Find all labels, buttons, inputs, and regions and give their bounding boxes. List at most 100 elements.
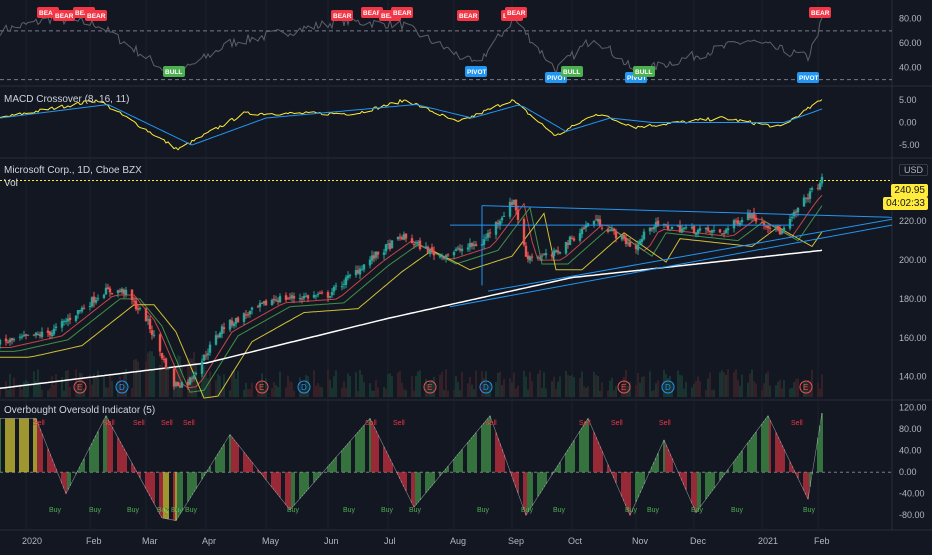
candle-body xyxy=(734,220,738,222)
candle xyxy=(108,286,112,297)
candle-body xyxy=(514,199,518,211)
candle-body xyxy=(488,232,492,234)
volume-bar xyxy=(765,373,767,397)
volume-bar xyxy=(377,387,379,397)
volume-bar xyxy=(551,381,553,397)
x-tick-label: Nov xyxy=(632,536,649,546)
oscillator-buy-signal: Buy xyxy=(731,507,744,514)
volume-bar xyxy=(481,371,483,397)
candle-body xyxy=(320,292,324,294)
candle-body xyxy=(60,321,64,328)
volume-bar xyxy=(733,372,735,397)
candle-body xyxy=(424,246,428,249)
currency-label[interactable]: USD xyxy=(898,164,928,176)
volume-bar xyxy=(405,390,407,397)
x-tick-label: Sep xyxy=(508,536,524,546)
x-tick-label: Feb xyxy=(814,536,830,546)
volume-bar xyxy=(541,388,543,397)
volume-bar xyxy=(19,384,21,397)
volume-bar xyxy=(767,371,769,397)
chart-earnings-marker: E xyxy=(73,380,87,394)
candle-body xyxy=(402,234,406,240)
volume-bar xyxy=(159,364,161,397)
ma20-line xyxy=(0,205,823,393)
candle-body xyxy=(582,227,586,230)
candle xyxy=(50,330,54,339)
candle xyxy=(328,295,332,299)
candle-body xyxy=(600,227,604,229)
volume-bar xyxy=(657,380,659,397)
event-label: E xyxy=(427,383,432,392)
candle-body xyxy=(766,225,770,229)
volume-bar xyxy=(369,383,371,397)
candle xyxy=(426,245,430,254)
event-circle xyxy=(479,380,493,394)
volume-bar xyxy=(623,376,625,397)
volume-bar xyxy=(287,375,289,397)
oscillator-buy-signal: Buy xyxy=(185,507,198,514)
candle xyxy=(244,309,248,320)
oscillator-buy-signal: Buy xyxy=(171,507,184,514)
oscillator-buy-signal: Buy xyxy=(343,507,356,514)
candle xyxy=(706,224,710,234)
candle-body xyxy=(802,197,806,207)
candle xyxy=(570,235,574,240)
x-tick-label: Jul xyxy=(384,536,396,546)
candle-body xyxy=(430,247,434,251)
candle xyxy=(412,241,416,249)
marker-badge xyxy=(85,10,107,21)
candle xyxy=(762,222,766,230)
candle-body xyxy=(372,255,376,259)
candle xyxy=(136,303,140,314)
candle xyxy=(146,315,150,325)
candle xyxy=(194,371,198,376)
event-label: E xyxy=(621,383,626,392)
candle-body xyxy=(166,367,170,370)
candle-body xyxy=(188,377,192,385)
marker-badge xyxy=(561,66,583,77)
candle-body xyxy=(502,215,506,217)
candle-body xyxy=(388,243,392,250)
candle xyxy=(816,184,820,191)
volume-bar xyxy=(781,388,783,397)
volume-bar xyxy=(427,389,429,397)
rsi-pivot-marker: PIVOT xyxy=(797,72,819,83)
signal-label: Sell xyxy=(365,420,377,427)
volume-bar xyxy=(769,385,771,397)
candle-body xyxy=(446,254,450,256)
candle xyxy=(74,315,78,323)
volume-bar xyxy=(243,389,245,397)
candle xyxy=(774,224,778,233)
candle xyxy=(810,186,814,193)
candle xyxy=(234,317,238,328)
candle xyxy=(400,235,404,241)
candle xyxy=(544,248,548,259)
candle-body xyxy=(288,297,292,299)
marker-label: BEAR xyxy=(507,10,526,17)
candle xyxy=(36,331,40,336)
candle xyxy=(304,292,308,298)
signal-label: Buy xyxy=(477,507,490,514)
candle xyxy=(134,296,138,312)
oscillator-sell-signal: Sell xyxy=(103,420,115,427)
candle-body xyxy=(82,307,86,309)
volume-bar xyxy=(719,372,721,397)
volume-bar xyxy=(111,380,113,397)
candle xyxy=(606,227,610,234)
volume-bar xyxy=(777,381,779,397)
candle xyxy=(680,225,684,234)
volume-bar xyxy=(683,388,685,397)
candle-body xyxy=(708,230,712,233)
volume-bar xyxy=(391,376,393,397)
candle-body xyxy=(638,240,642,244)
candle-body xyxy=(522,218,526,245)
candle-body xyxy=(566,243,570,245)
candle-body xyxy=(74,315,78,321)
candle xyxy=(102,293,106,300)
candle-body xyxy=(438,256,442,258)
candle xyxy=(566,240,570,249)
candle-body xyxy=(748,213,752,219)
volume-bar xyxy=(483,377,485,397)
candle-body xyxy=(360,269,364,271)
